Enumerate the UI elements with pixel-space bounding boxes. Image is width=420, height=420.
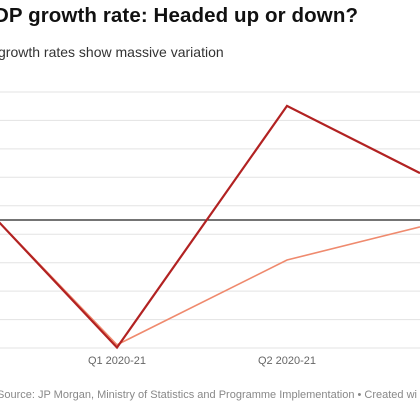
chart-subtitle: growth rates show massive variation xyxy=(0,44,224,60)
x-tick-label: Q2 2020-21 xyxy=(258,355,316,367)
series-lines xyxy=(0,104,420,350)
source-note: Source: JP Morgan, Ministry of Statistic… xyxy=(0,389,417,401)
series-line-1 xyxy=(0,104,420,350)
series-line-2 xyxy=(0,221,420,346)
x-axis-ticks: Q1 2020-21 Q2 2020-21 xyxy=(88,355,316,367)
gridlines xyxy=(0,91,420,349)
chart-title: DP growth rate: Headed up or down? xyxy=(0,4,359,27)
x-tick-label: Q1 2020-21 xyxy=(88,355,146,367)
